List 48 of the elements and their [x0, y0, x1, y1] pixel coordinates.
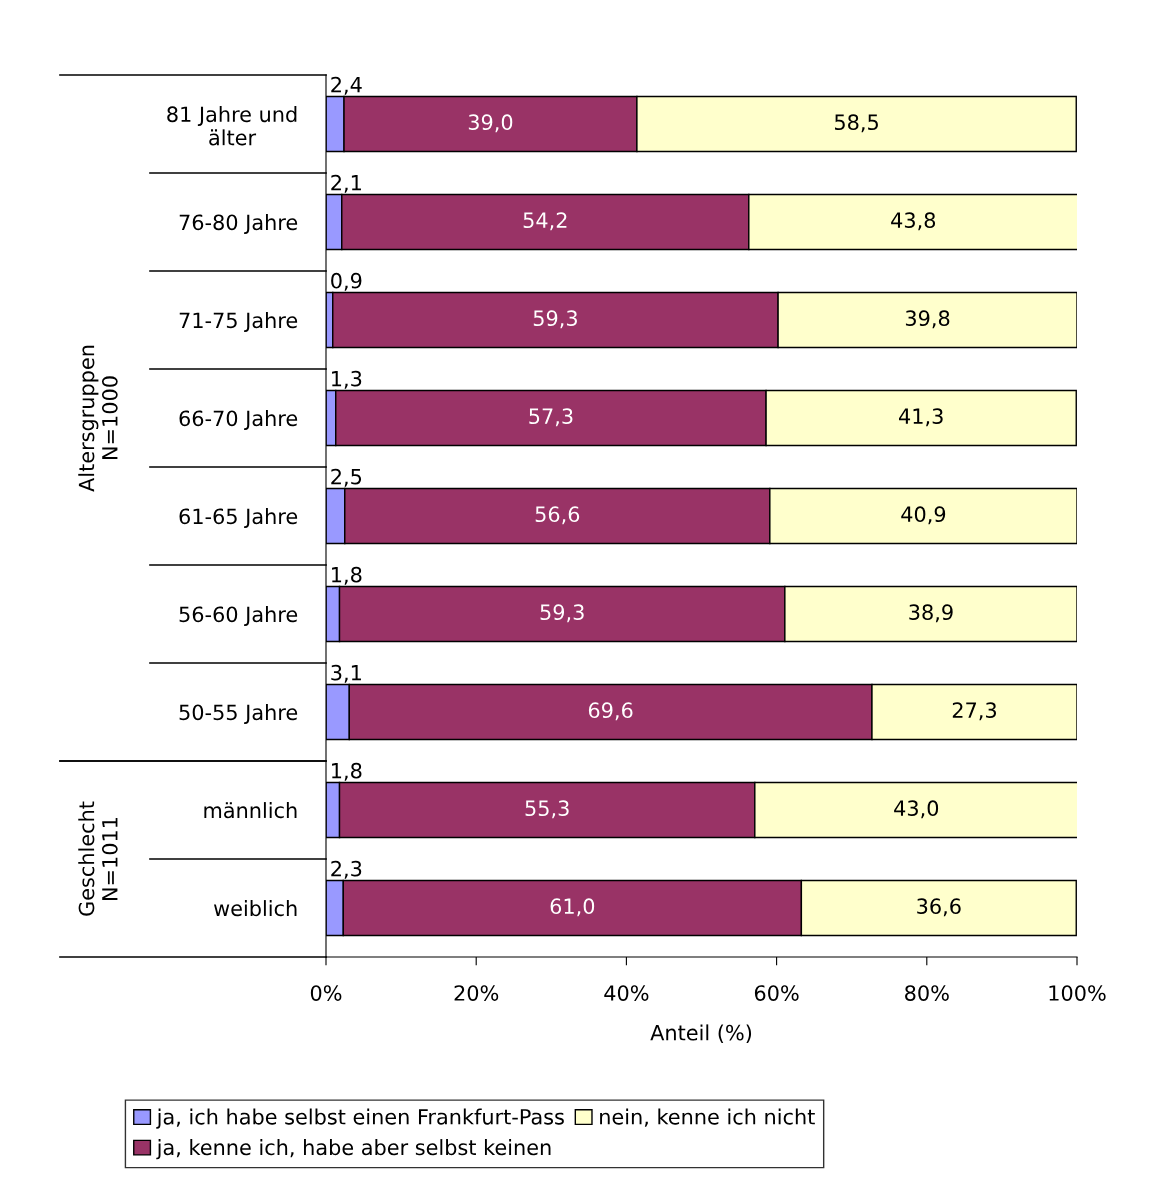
y-tick-label: 61-65 Jahre	[179, 508, 298, 529]
y-tick-label: 50-55 Jahre	[179, 704, 298, 725]
data-label: 59,3	[533, 310, 577, 329]
legend-label: nein, kenne ich nicht	[600, 1108, 815, 1127]
data-label: 69,6	[588, 702, 633, 721]
data-label: 58,5	[835, 114, 878, 133]
data-label: 56,6	[535, 506, 580, 525]
x-tick-label: 60%	[754, 985, 799, 1001]
x-axis-title: Anteil (%)	[650, 1024, 752, 1043]
y-tick-label: männlich	[204, 802, 297, 819]
data-label: 40,9	[901, 506, 946, 525]
y-tick-label: 66-70 Jahre	[179, 410, 298, 431]
y-tick-label: 76-80 Jahre	[179, 214, 298, 235]
data-label: 1,3	[332, 370, 362, 389]
data-label: 39,0	[468, 114, 513, 133]
data-label: 27,3	[952, 702, 997, 721]
data-label: 2,3	[331, 860, 362, 879]
data-label: 2,1	[331, 174, 361, 193]
legend-label: ja, ich habe selbst einen Frankfurt-Pass	[156, 1108, 564, 1129]
data-label: 36,6	[917, 898, 961, 917]
y-tick-label: 71-75 Jahre	[179, 312, 298, 333]
data-label: 1,8	[332, 762, 362, 781]
y-tick-label: 56-60 Jahre	[179, 606, 298, 627]
x-tick-label: 100%	[1049, 985, 1106, 1001]
x-tick-label: 80%	[905, 985, 949, 1001]
data-label: 39,8	[905, 310, 950, 329]
data-label: 57,3	[529, 408, 573, 427]
data-label: 55,3	[525, 800, 569, 819]
text: Geschlecht N=1011	[78, 801, 118, 916]
data-label: 59,3	[540, 604, 584, 623]
data-label: 2,4	[331, 76, 362, 95]
x-tick-label: 0%	[310, 985, 342, 1001]
data-label: 2,5	[331, 468, 362, 487]
data-label: 41,3	[898, 408, 943, 427]
data-label: 54,2	[523, 212, 567, 231]
x-tick-label: 40%	[604, 985, 649, 1001]
data-label: 61,0	[550, 898, 595, 917]
legend-label: ja, kenne ich, habe aber selbst keinen	[156, 1139, 551, 1160]
y-tick-label: weiblich	[213, 900, 297, 917]
data-label: 43,0	[894, 800, 939, 819]
data-label: 43,8	[891, 212, 936, 231]
data-label: 38,9	[909, 604, 953, 623]
data-label: 1,8	[332, 566, 362, 585]
data-label: 0,9	[331, 272, 362, 291]
x-tick-label: 20%	[454, 985, 499, 1001]
data-label: 3,1	[331, 664, 361, 683]
text: Altersgruppen N=1000	[78, 345, 118, 492]
y-tick-label: 81 Jahre und älter	[167, 106, 297, 146]
